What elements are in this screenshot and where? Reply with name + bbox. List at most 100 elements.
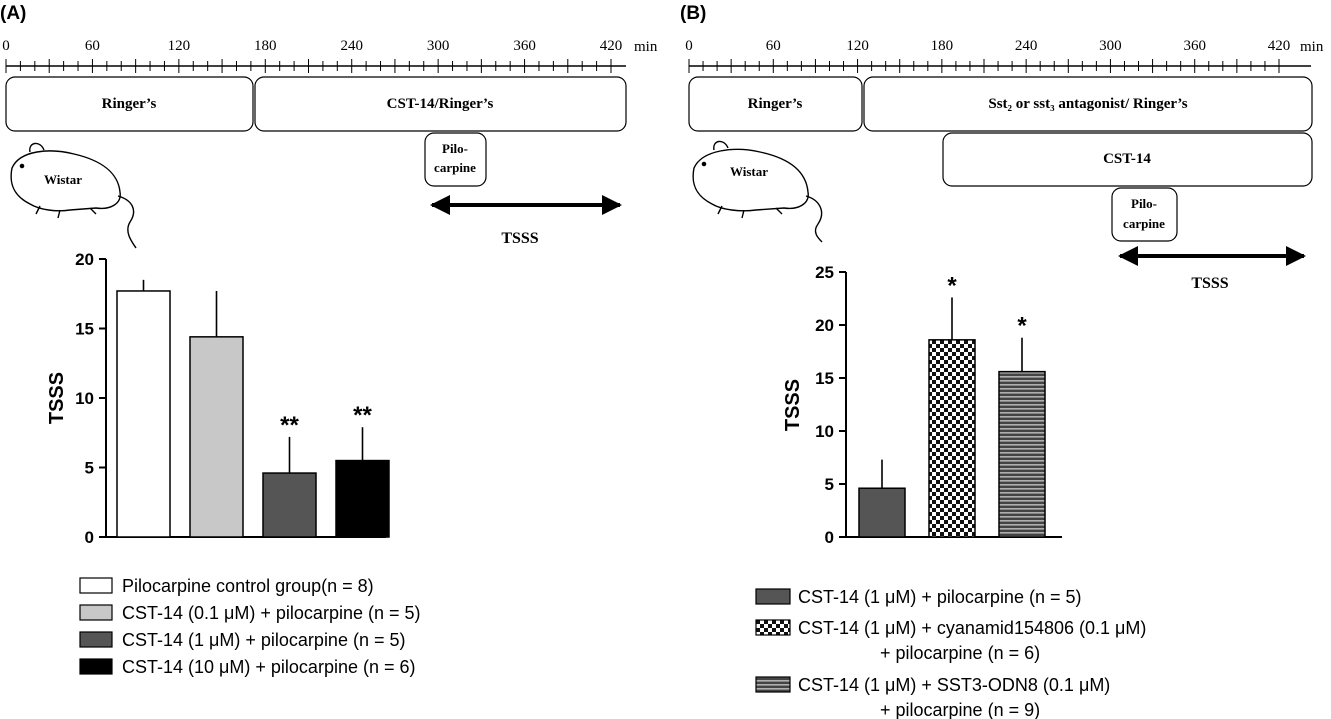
y-tick-label: 15 bbox=[815, 369, 834, 388]
panel-b-rat-label: Wistar bbox=[730, 164, 768, 179]
panel-a-phase-ringers-label: Ringer’s bbox=[102, 96, 157, 112]
rat-body-outline bbox=[692, 148, 809, 212]
timeline-tick-label: 300 bbox=[427, 38, 450, 54]
timeline-tick-label: 60 bbox=[766, 38, 781, 54]
panel-b-timeline-tick-labels: 0 60 120 180 240 300 360 420 bbox=[685, 38, 1290, 54]
timeline-tick-label: 240 bbox=[1015, 38, 1038, 54]
bar bbox=[116, 290, 171, 538]
timeline-tick-label: 120 bbox=[168, 38, 191, 54]
panel-b-tsss-label: TSSS bbox=[1191, 275, 1228, 292]
legend-swatch bbox=[755, 588, 791, 605]
panel-b-timeline-ticks bbox=[688, 59, 1280, 73]
panel-a-timeline-ticks bbox=[5, 59, 612, 73]
legend-swatch bbox=[79, 658, 113, 675]
rat-legs bbox=[35, 205, 97, 219]
timeline-tick-label: 0 bbox=[685, 38, 693, 54]
panel-a-phase-cst14 bbox=[254, 76, 627, 132]
panel-a-phase-ringers bbox=[5, 76, 254, 132]
panel-b-phase-cst14 bbox=[942, 132, 1313, 187]
legend-label: + pilocarpine (n = 9) bbox=[880, 700, 1040, 719]
y-tick-label: 0 bbox=[85, 528, 94, 547]
legend-swatch bbox=[79, 577, 113, 594]
legend-swatch bbox=[755, 619, 791, 636]
panel-b-rat-illustration: Wistar bbox=[692, 140, 823, 243]
legend-swatch bbox=[79, 631, 113, 648]
significance-marker: * bbox=[1017, 313, 1027, 340]
timeline-tick-label: 120 bbox=[846, 38, 869, 54]
panel-a-rat-illustration: Wistar bbox=[10, 142, 137, 249]
significance-marker: ** bbox=[280, 412, 299, 439]
panel-a-pilocarpine-line1: Pilo- bbox=[442, 141, 468, 156]
legend-label: CST-14 (1 μM) + SST3-ODN8 (0.1 μM) bbox=[798, 675, 1110, 695]
y-tick-label: 10 bbox=[815, 422, 834, 441]
legend-label: CST-14 (10 μM) + pilocarpine (n = 6) bbox=[122, 657, 416, 677]
timeline-tick-label: 180 bbox=[931, 38, 954, 54]
panel-a-rat-label: Wistar bbox=[44, 172, 82, 187]
panel-b-pilocarpine-line2: carpine bbox=[1123, 216, 1165, 231]
panel-b-timeline: 0 60 120 180 240 300 360 420 min Ringer’s Sst₂ … bbox=[685, 38, 1324, 292]
chart-a-ylabel: TSSS bbox=[46, 372, 68, 424]
bar bbox=[998, 370, 1046, 538]
chart-a-bars: ** ** bbox=[116, 279, 390, 538]
timeline-tick-label: 60 bbox=[85, 38, 100, 54]
bar bbox=[335, 459, 390, 538]
panel-a-pilocarpine-line2: carpine bbox=[434, 160, 476, 175]
panel-b-phase-antagonist-label: Sst₂ or sst₃ antagonist/ Ringer’s bbox=[988, 96, 1187, 112]
timeline-tick-label: 300 bbox=[1099, 38, 1122, 54]
y-tick-label: 15 bbox=[75, 320, 94, 339]
y-tick-label: 20 bbox=[75, 250, 94, 269]
y-tick-label: 20 bbox=[815, 316, 834, 335]
rat-legs bbox=[717, 205, 783, 219]
rat-eye bbox=[19, 163, 25, 169]
panel-a-tsss-label: TSSS bbox=[501, 230, 538, 247]
panel-b-phase-antagonist bbox=[863, 76, 1313, 132]
panel-b-phase-ringers bbox=[688, 76, 863, 132]
timeline-tick-label: 360 bbox=[1183, 38, 1206, 54]
rat-tail bbox=[117, 195, 137, 249]
legend-label: CST-14 (1 μM) + pilocarpine (n = 5) bbox=[798, 587, 1081, 607]
timeline-tick-label: 240 bbox=[340, 38, 363, 54]
rat-ear bbox=[713, 140, 729, 151]
legend-label: CST-14 (1 μM) + pilocarpine (n = 5) bbox=[122, 630, 405, 650]
bar bbox=[189, 336, 244, 538]
rat-body-outline bbox=[10, 150, 121, 212]
panel-a-phase-cst14-label: CST-14/Ringer’s bbox=[387, 96, 494, 112]
panel-b-label: (B) bbox=[680, 3, 706, 24]
panel-b-legend: CST-14 (1 μM) + pilocarpine (n = 5) CST-1… bbox=[755, 587, 1146, 719]
legend-label: CST-14 (1 μM) + cyanamid154806 (0.1 μM) bbox=[798, 618, 1146, 638]
legend-label: Pilocarpine control group(n = 8) bbox=[122, 576, 374, 596]
timeline-tick-label: 420 bbox=[1268, 38, 1291, 54]
panel-a-pilocarpine-box bbox=[424, 132, 487, 187]
legend-label: + pilocarpine (n = 6) bbox=[880, 643, 1040, 663]
y-tick-label: 5 bbox=[825, 475, 834, 494]
panel-b-phase-cst14-label: CST-14 bbox=[1103, 151, 1151, 167]
rat-tail bbox=[805, 195, 823, 243]
rat-eye bbox=[701, 161, 707, 167]
bar bbox=[858, 487, 906, 538]
panel-b-phase-ringers-label: Ringer’s bbox=[748, 96, 803, 112]
legend-label: CST-14 (0.1 μM) + pilocarpine (n = 5) bbox=[122, 603, 421, 623]
bar bbox=[262, 472, 317, 538]
timeline-tick-label: 0 bbox=[2, 38, 10, 54]
panel-b-pilocarpine-line1: Pilo- bbox=[1131, 196, 1157, 211]
rat-ear bbox=[29, 142, 45, 153]
bar bbox=[928, 339, 976, 538]
panel-a-timeline-tick-labels: 0 60 120 180 240 300 360 420 bbox=[2, 38, 622, 54]
y-tick-label: 25 bbox=[815, 263, 834, 282]
chart-b-ylabel: TSSS bbox=[782, 379, 804, 431]
timeline-tick-label: 360 bbox=[513, 38, 536, 54]
panel-a-time-unit: min bbox=[634, 39, 658, 55]
chart-b-bars: ** bbox=[858, 272, 1046, 538]
panel-a-timeline: 0 60 120 180 240 300 360 420 min Ringer’s CST-1… bbox=[2, 38, 658, 247]
legend-swatch bbox=[79, 604, 113, 621]
panel-b-pilocarpine-box bbox=[1111, 187, 1178, 242]
y-tick-label: 10 bbox=[75, 389, 94, 408]
y-tick-label: 5 bbox=[85, 459, 94, 478]
panel-a-legend: Pilocarpine control group(n = 8) CST-14 (… bbox=[79, 576, 421, 677]
timeline-tick-label: 420 bbox=[600, 38, 623, 54]
y-tick-label: 0 bbox=[825, 528, 834, 547]
panel-b: (B) 0 60 120 180 240 300 360 420 min Ringer’s S… bbox=[680, 3, 1324, 719]
chart-a: 0 5 10 15 20 ** ** TSSS bbox=[46, 250, 390, 547]
significance-marker: ** bbox=[353, 402, 372, 429]
